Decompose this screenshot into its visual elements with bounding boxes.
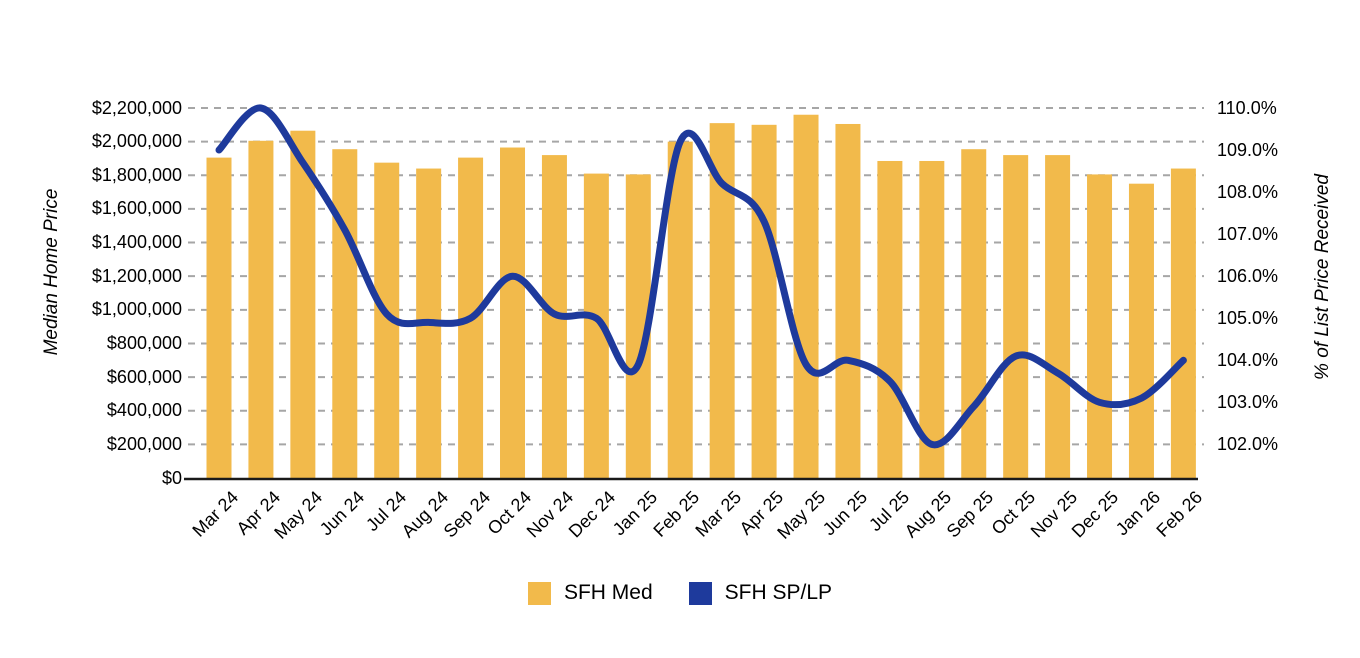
right-tick-label: 109.0% — [1217, 139, 1279, 160]
left-tick-label: $1,400,000 — [91, 232, 182, 253]
bar-Feb 25 — [667, 141, 693, 479]
right-axis-title: % of List Price Received — [1312, 174, 1333, 380]
bar-Mar 24 — [206, 157, 232, 478]
left-tick-label: $1,800,000 — [91, 164, 182, 185]
left-tick-label: $400,000 — [106, 400, 182, 421]
right-tick-label: 103.0% — [1217, 391, 1279, 412]
bar-Apr 25 — [751, 124, 777, 479]
left-tick-label: $800,000 — [106, 332, 182, 353]
left-tick-label: $2,000,000 — [91, 131, 182, 152]
bar-Jul 25 — [877, 160, 903, 478]
bar-Nov 25 — [1045, 155, 1071, 478]
bar-Jun 24 — [332, 149, 358, 479]
bar-Oct 25 — [1003, 155, 1029, 478]
left-axis-title: Median Home Price — [41, 188, 62, 356]
bar-Apr 24 — [248, 140, 274, 478]
legend-label-sfh-splp: SFH SP/LP — [724, 581, 833, 604]
bar-May 25 — [793, 114, 819, 479]
left-tick-label: $2,200,000 — [91, 97, 182, 118]
sfh-med-swatch — [527, 581, 551, 605]
left-tick-label: $1,600,000 — [91, 198, 182, 219]
bar-Jun 25 — [835, 123, 861, 479]
legend-item-sfh-splp: SFH SP/LP — [688, 581, 833, 605]
sfh-splp-swatch — [688, 581, 712, 605]
bar-Dec 25 — [1087, 174, 1113, 478]
right-tick-label: 104.0% — [1217, 349, 1279, 370]
right-tick-label: 110.0% — [1217, 97, 1277, 118]
right-tick-label: 108.0% — [1217, 181, 1279, 202]
bar-Jan 26 — [1128, 183, 1154, 478]
left-tick-label: $1,200,000 — [91, 265, 182, 286]
right-tick-label: 105.0% — [1217, 307, 1279, 328]
right-tick-label: 102.0% — [1217, 433, 1279, 454]
left-tick-label: $600,000 — [106, 366, 182, 387]
left-tick-label: $200,000 — [106, 433, 182, 454]
left-tick-label: $1,000,000 — [91, 299, 182, 320]
sfh-splp-line — [215, 104, 1187, 449]
bar-Oct 24 — [500, 147, 526, 479]
bar-Feb 26 — [1170, 168, 1196, 478]
legend-item-sfh-med: SFH Med — [527, 581, 653, 605]
bar-May 24 — [290, 130, 316, 479]
right-tick-label: 106.0% — [1217, 265, 1279, 286]
left-tick-label: $0 — [161, 467, 182, 488]
right-tick-label: 107.0% — [1217, 223, 1279, 244]
legend: SFH Med SFH SP/LP — [0, 581, 1360, 605]
bar-Aug 25 — [919, 160, 945, 478]
legend-label-sfh-med: SFH Med — [563, 581, 653, 604]
bar-Sep 25 — [961, 149, 987, 479]
